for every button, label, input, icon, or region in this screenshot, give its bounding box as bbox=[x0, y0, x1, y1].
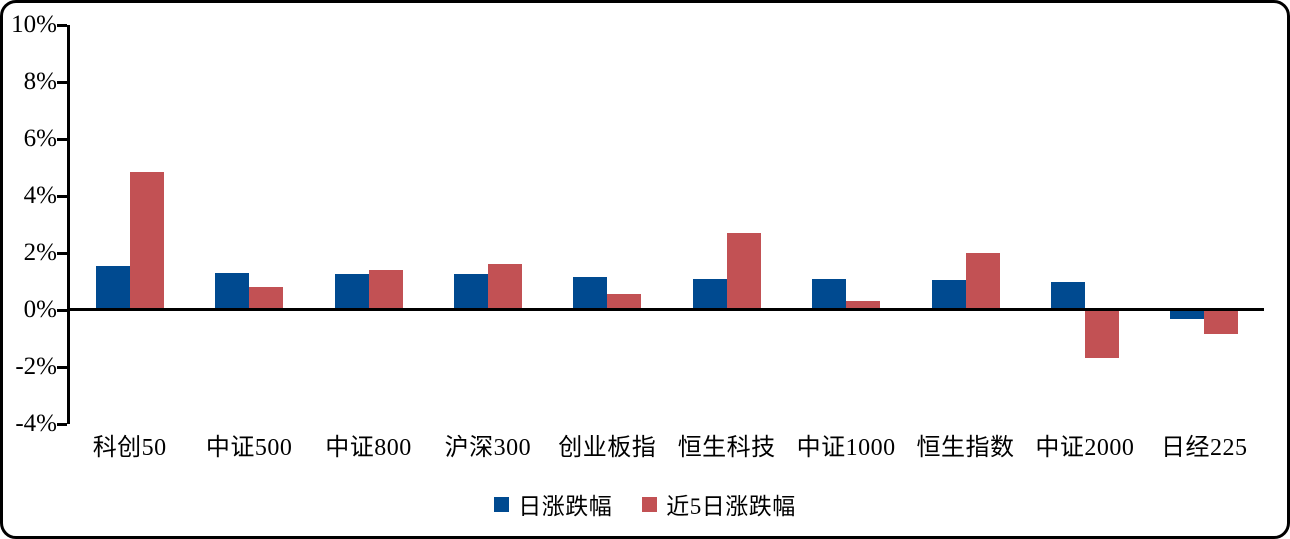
x-axis-label: 中证1000 bbox=[796, 435, 896, 461]
bar-日涨跌幅-恒生指数 bbox=[931, 280, 966, 310]
x-axis-label: 中证2000 bbox=[1035, 435, 1135, 461]
y-tick-mark bbox=[57, 309, 67, 312]
y-tick-label: -4% bbox=[15, 410, 57, 437]
chart-legend: 日涨跌幅 近5日涨跌幅 bbox=[0, 488, 1290, 520]
y-tick-mark bbox=[57, 81, 67, 84]
bar-近5日涨跌幅-恒生指数 bbox=[965, 253, 1000, 310]
bar-近5日涨跌幅-中证2000 bbox=[1084, 310, 1119, 359]
x-axis-label: 中证500 bbox=[205, 435, 293, 461]
bar-日涨跌幅-创业板指 bbox=[573, 277, 608, 310]
bar-近5日涨跌幅-科创50 bbox=[129, 171, 164, 310]
x-axis-label: 科创50 bbox=[92, 435, 167, 461]
bar-日涨跌幅-中证500 bbox=[215, 272, 250, 310]
bar-日涨跌幅-沪深300 bbox=[453, 274, 488, 310]
bar-日涨跌幅-科创50 bbox=[95, 265, 130, 310]
bar-日涨跌幅-中证1000 bbox=[812, 278, 847, 310]
legend-swatch-daily-change-icon bbox=[494, 496, 510, 512]
x-axis-zero-line bbox=[67, 308, 1264, 311]
y-tick-label: 0% bbox=[23, 296, 57, 323]
bar-日涨跌幅-中证800 bbox=[334, 274, 369, 310]
y-tick-mark bbox=[57, 24, 67, 27]
x-axis-label: 恒生科技 bbox=[677, 435, 776, 461]
legend-item-5day-change: 近5日涨跌幅 bbox=[642, 487, 796, 521]
x-axis-label: 创业板指 bbox=[558, 435, 657, 461]
bar-近5日涨跌幅-恒生科技 bbox=[726, 233, 761, 310]
x-axis-label: 恒生指数 bbox=[916, 435, 1015, 461]
y-tick-label: 6% bbox=[23, 125, 57, 152]
x-axis-label: 沪深300 bbox=[444, 435, 532, 461]
x-axis-label: 日经225 bbox=[1161, 435, 1248, 461]
bar-日涨跌幅-恒生科技 bbox=[692, 278, 727, 310]
y-tick-label: 8% bbox=[23, 68, 57, 95]
bar-近5日涨跌幅-沪深300 bbox=[487, 264, 522, 310]
x-axis-label: 中证800 bbox=[325, 435, 412, 461]
y-tick-mark bbox=[57, 252, 67, 255]
y-tick-mark bbox=[57, 423, 67, 426]
bar-近5日涨跌幅-创业板指 bbox=[607, 294, 642, 310]
y-tick-label: 4% bbox=[23, 182, 57, 209]
legend-swatch-5day-change-icon bbox=[642, 496, 658, 512]
y-tick-label: 2% bbox=[23, 239, 57, 266]
bar-近5日涨跌幅-日经225 bbox=[1204, 310, 1239, 335]
y-axis-line bbox=[67, 25, 70, 424]
bar-近5日涨跌幅-中证500 bbox=[249, 287, 284, 310]
y-tick-mark bbox=[57, 366, 67, 369]
legend-label-daily-change: 日涨跌幅 bbox=[518, 494, 613, 519]
bar-日涨跌幅-日经225 bbox=[1170, 310, 1205, 319]
legend-label-5day-change: 近5日涨跌幅 bbox=[666, 494, 796, 519]
bar-近5日涨跌幅-中证800 bbox=[368, 270, 403, 310]
bar-日涨跌幅-中证2000 bbox=[1050, 281, 1085, 310]
bar-近5日涨跌幅-中证1000 bbox=[846, 301, 881, 310]
y-tick-label: 10% bbox=[11, 11, 57, 38]
y-tick-mark bbox=[57, 138, 67, 141]
y-tick-label: -2% bbox=[15, 353, 57, 380]
y-tick-mark bbox=[57, 195, 67, 198]
legend-item-daily-change: 日涨跌幅 bbox=[494, 487, 612, 521]
